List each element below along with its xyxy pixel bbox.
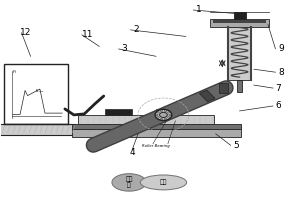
Circle shape <box>164 118 167 120</box>
Text: 4: 4 <box>129 148 135 157</box>
Bar <box>234 12 246 19</box>
Text: Roller Bearing: Roller Bearing <box>142 144 170 148</box>
Text: 2: 2 <box>134 25 140 34</box>
Text: 12: 12 <box>20 28 32 37</box>
Bar <box>72 129 241 137</box>
FancyBboxPatch shape <box>0 124 75 135</box>
Circle shape <box>168 112 170 113</box>
Bar <box>210 19 269 27</box>
Bar <box>219 83 227 93</box>
Text: 9: 9 <box>278 44 284 53</box>
Bar <box>7 69 64 120</box>
Ellipse shape <box>112 174 146 191</box>
Circle shape <box>168 117 170 118</box>
Circle shape <box>156 114 158 116</box>
Bar <box>78 115 214 124</box>
Circle shape <box>157 117 159 118</box>
Text: $F_t$: $F_t$ <box>12 69 18 76</box>
Text: 1: 1 <box>196 5 202 14</box>
Bar <box>4 64 68 124</box>
Text: $F_{pmax}$: $F_{pmax}$ <box>34 88 45 94</box>
Bar <box>156 109 171 115</box>
Circle shape <box>160 118 163 120</box>
Text: 11: 11 <box>82 30 93 39</box>
Bar <box>237 80 242 92</box>
Text: 划痕: 划痕 <box>160 180 167 185</box>
Text: 8: 8 <box>278 68 284 77</box>
Text: 5: 5 <box>234 141 239 150</box>
Circle shape <box>160 112 167 117</box>
Bar <box>105 109 132 115</box>
Circle shape <box>157 112 159 113</box>
Text: 冲击
坑: 冲击 坑 <box>125 176 133 188</box>
Circle shape <box>169 114 171 116</box>
Circle shape <box>160 110 163 112</box>
Text: 3: 3 <box>122 44 128 53</box>
Circle shape <box>164 110 167 112</box>
Text: 7: 7 <box>275 84 281 93</box>
Text: 6: 6 <box>275 101 281 110</box>
Circle shape <box>155 109 172 120</box>
Ellipse shape <box>140 175 187 190</box>
Bar <box>213 20 266 23</box>
Polygon shape <box>200 90 215 102</box>
Bar <box>228 27 251 80</box>
Bar <box>72 124 241 129</box>
